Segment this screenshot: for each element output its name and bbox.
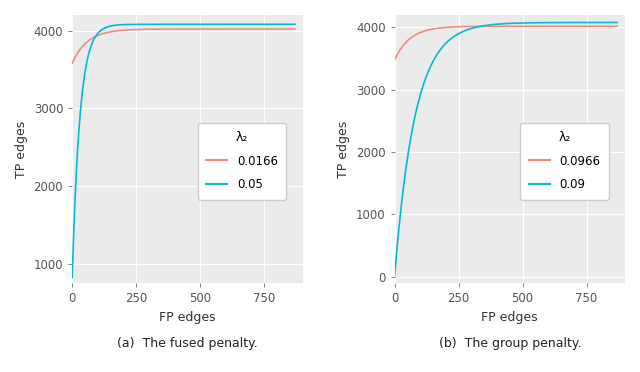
- 0.09: [419, 83, 427, 87]
- 0.0966: [391, 58, 399, 62]
- 0.0966: [419, 29, 427, 34]
- 0.0966: [392, 54, 400, 59]
- 0.0166: [68, 61, 76, 65]
- 0.05: [70, 227, 77, 231]
- Line: 0.0966: 0.0966: [395, 26, 618, 60]
- Legend: 0.0966, 0.09: 0.0966, 0.09: [520, 123, 609, 199]
- 0.0166: [202, 27, 210, 31]
- 0.0966: [395, 50, 403, 54]
- X-axis label: FP edges: FP edges: [481, 311, 538, 324]
- Text: (b)  The group penalty.: (b) The group penalty.: [438, 337, 581, 350]
- Line: 0.05: 0.05: [72, 24, 295, 278]
- Line: 0.09: 0.09: [395, 22, 618, 277]
- Text: (a)  The fused penalty.: (a) The fused penalty.: [117, 337, 258, 350]
- 0.0966: [392, 54, 400, 59]
- Legend: 0.0166, 0.05: 0.0166, 0.05: [198, 123, 286, 199]
- 0.05: [70, 227, 77, 231]
- 0.09: [395, 229, 403, 234]
- Y-axis label: TP edges: TP edges: [337, 121, 350, 177]
- 0.05: [76, 117, 84, 122]
- 0.09: [398, 196, 406, 201]
- 0.0166: [291, 27, 299, 31]
- 0.09: [525, 20, 532, 25]
- Line: 0.0166: 0.0166: [72, 29, 295, 63]
- 0.0166: [76, 48, 84, 52]
- X-axis label: FP edges: FP edges: [159, 311, 216, 324]
- 0.09: [392, 255, 400, 259]
- 0.0966: [525, 24, 532, 28]
- 0.09: [391, 275, 399, 279]
- 0.05: [202, 22, 210, 26]
- 0.05: [72, 172, 80, 177]
- 0.0966: [398, 45, 406, 49]
- 0.09: [392, 255, 400, 260]
- 0.05: [291, 22, 299, 26]
- 0.0166: [70, 58, 77, 62]
- Y-axis label: TP edges: TP edges: [15, 121, 28, 177]
- 0.05: [68, 275, 76, 280]
- 0.0966: [614, 24, 621, 28]
- 0.05: [97, 28, 105, 33]
- 0.0166: [72, 53, 80, 58]
- 0.0166: [97, 32, 105, 36]
- 0.09: [614, 20, 621, 25]
- 0.0166: [70, 57, 77, 62]
